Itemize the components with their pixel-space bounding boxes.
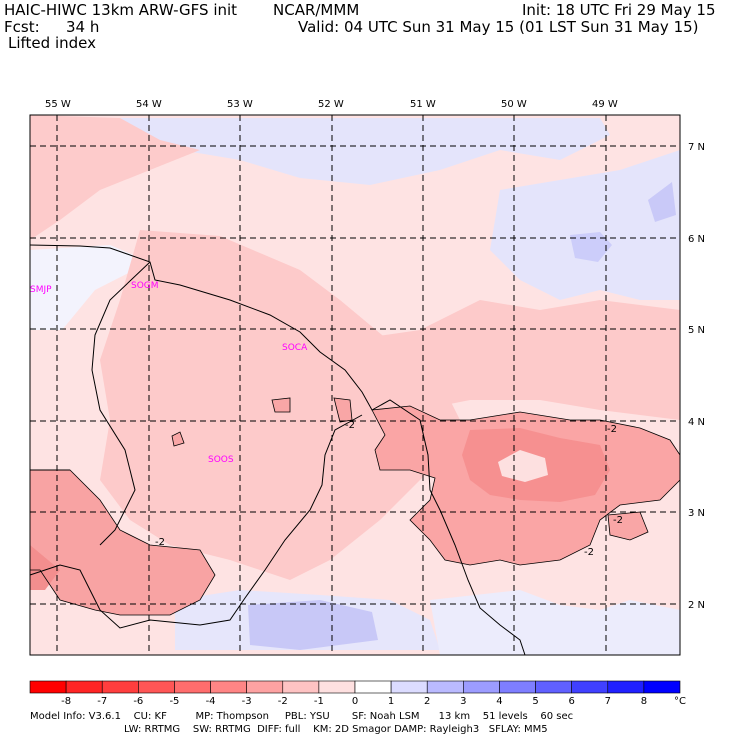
positive-region-northeast: [490, 150, 680, 300]
graticule: [30, 115, 680, 655]
lon-label: 52 W: [318, 99, 344, 110]
contour-label: -2: [345, 420, 355, 431]
colorbar-tick: -3: [242, 696, 252, 707]
lat-label: 4 N: [688, 417, 705, 428]
colorbar-swatch: [571, 680, 609, 694]
contour-east-south: [371, 409, 681, 566]
lat-label: 3 N: [688, 508, 705, 519]
positive-region-west: [30, 245, 150, 330]
lon-label: 50 W: [501, 99, 527, 110]
lon-label: 53 W: [227, 99, 253, 110]
colorbar-swatch: [65, 680, 103, 694]
colorbar-swatch: [354, 680, 392, 694]
model-title: HAIC-HIWC 13km ARW-GFS init: [4, 1, 238, 19]
station-label: SMJP: [30, 285, 52, 295]
colorbar-swatch: [426, 680, 464, 694]
colorbar: [29, 680, 681, 694]
colorbar-swatch: [174, 680, 211, 694]
colorbar-tick: 1: [388, 696, 394, 707]
colorbar-swatch: [138, 680, 175, 694]
contour-small-1: [271, 397, 291, 413]
lat-label: 7 N: [688, 142, 705, 153]
colorbar-swatch: [246, 680, 284, 694]
lon-label: 49 W: [592, 99, 618, 110]
colorbar-tick: 0: [352, 696, 358, 707]
contour-label: -2: [584, 547, 594, 558]
colorbar-swatch: [390, 680, 428, 694]
contour-lines: [30, 397, 681, 616]
model-info-line2: LW: RRTMG SW: RRTMG DIFF: full KM: 2D Sm…: [124, 724, 548, 735]
colorbar-tick: 6: [568, 696, 574, 707]
model-info-line1: Model Info: V3.6.1 CU: KF MP: Thompson P…: [30, 711, 574, 722]
colorbar-swatch: [318, 680, 356, 694]
colorbar-tick: 7: [605, 696, 611, 707]
negative-region-east-hole: [498, 450, 548, 482]
positive-region-south-core: [248, 600, 378, 650]
colorbar-tick: 3: [460, 696, 466, 707]
colorbar-tick: -5: [169, 696, 179, 707]
positive-region-far-east: [648, 182, 676, 222]
negative-region-small-4: [608, 512, 648, 540]
colorbar-tick: -7: [97, 696, 107, 707]
lon-label: 54 W: [136, 99, 162, 110]
lon-label: 51 W: [410, 99, 436, 110]
lat-label: 6 N: [688, 234, 705, 245]
station-label: SOCA: [282, 343, 308, 353]
lat-label: 5 N: [688, 325, 705, 336]
positive-region-north: [118, 118, 610, 185]
border-suriname-guyane: [29, 414, 363, 629]
valid-time: Valid: 04 UTC Sun 31 May 15 (01 LST Sun …: [298, 18, 699, 36]
colorbar-tick: -6: [133, 696, 143, 707]
colorbar-swatch: [282, 680, 320, 694]
forecast-hour: 34 h: [66, 18, 100, 36]
colorbar-swatch: [643, 680, 681, 694]
station-label: SOGM: [131, 281, 159, 291]
forecast-label: Fcst:: [4, 18, 40, 36]
colorbar-tick: 5: [532, 696, 538, 707]
lon-label: 55 W: [45, 99, 71, 110]
positive-region-southeast: [430, 590, 680, 655]
colorbar-tick: 4: [496, 696, 502, 707]
colorbar-unit: °C: [674, 696, 686, 707]
contour-southwest: [30, 469, 216, 616]
colorbar-tick: -1: [314, 696, 324, 707]
positive-region-east: [570, 232, 612, 262]
org-label: NCAR/MMM: [273, 1, 360, 19]
colorbar-tick: -8: [61, 696, 71, 707]
coastline: [29, 244, 526, 656]
init-time: Init: 18 UTC Fri 29 May 15: [522, 1, 716, 19]
colorbar-tick: 2: [424, 696, 430, 707]
map-frame: [29, 114, 681, 656]
colorbar-swatch: [499, 680, 536, 694]
colorbar-swatch: [607, 680, 645, 694]
colorbar-tick: -2: [278, 696, 288, 707]
border-suriname-guyana: [91, 261, 151, 546]
lat-label: 2 N: [688, 600, 705, 611]
colorbar-tick: -4: [206, 696, 216, 707]
station-label: SOOS: [208, 455, 234, 465]
negative-region-southwest-core: [30, 545, 60, 590]
colorbar-swatch: [29, 680, 67, 694]
contour-east: [371, 405, 681, 456]
negative-region-east-band: [350, 300, 680, 420]
borders: [29, 244, 526, 656]
contour-label: -2: [155, 537, 165, 548]
contour-label: -2: [607, 424, 617, 435]
negative-region-southwest: [30, 470, 215, 615]
negative-region-small-1: [272, 398, 290, 412]
contour-small-3: [171, 431, 185, 447]
colorbar-tick: 8: [641, 696, 647, 707]
colorbar-swatch: [101, 680, 139, 694]
colorbar-swatch: [210, 680, 247, 694]
contour-label: -2: [613, 515, 623, 526]
colorbar-swatch: [535, 680, 572, 694]
colorbar-swatch: [463, 680, 500, 694]
field-name: Lifted index: [8, 34, 96, 52]
